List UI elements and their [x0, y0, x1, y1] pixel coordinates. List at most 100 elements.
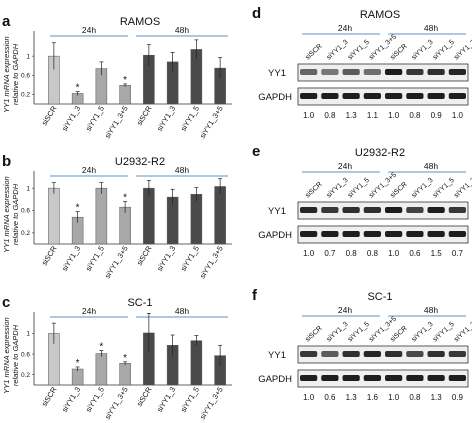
- quantification-value: 0.7: [452, 249, 464, 258]
- yy1-band: [385, 69, 403, 75]
- panel-title: RAMOS: [360, 9, 400, 21]
- row-label-gapdh: GAPDH: [258, 92, 292, 103]
- gapdh-band: [406, 231, 424, 237]
- panel-title: RAMOS: [120, 16, 160, 28]
- lane-label: siYY1_3+5: [453, 33, 472, 61]
- y-tick-label: 0.2: [21, 92, 30, 99]
- group-label: 24h: [82, 306, 96, 316]
- panel-title: U2932-R2: [355, 147, 405, 159]
- quantification-value: 1.3: [346, 111, 358, 120]
- row-label-yy1: YY1: [268, 350, 286, 361]
- quantification-value: 1.0: [303, 249, 315, 258]
- quantification-value: 1.0: [303, 393, 315, 402]
- category-label: siYY1_3+5: [103, 104, 130, 140]
- lane-label: siSCR: [389, 181, 408, 199]
- lane-label: siYY1_5: [347, 39, 371, 62]
- gapdh-band: [363, 93, 381, 99]
- significance-mark: *: [123, 193, 127, 204]
- y-tick-label: 0.2: [21, 230, 30, 237]
- category-label: siYY1_3: [60, 104, 82, 132]
- quantification-value: 0.8: [367, 249, 379, 258]
- yy1-band: [406, 351, 424, 357]
- category-label: siYY1_5: [179, 244, 201, 272]
- lane-label: siYY1_5: [347, 177, 371, 200]
- panel-label: a: [2, 13, 11, 30]
- category-label: siYY1_3+5: [198, 385, 225, 421]
- significance-mark: *: [76, 203, 80, 214]
- quantification-value: 1.5: [431, 249, 443, 258]
- quantification-value: 1.0: [452, 111, 464, 120]
- yy1-band: [448, 351, 466, 357]
- lane-label: siYY1_5: [432, 39, 456, 62]
- gapdh-band: [385, 375, 403, 381]
- significance-mark: *: [76, 358, 80, 369]
- panel-title: SC-1: [367, 291, 392, 303]
- y-axis-label: YY1 mRNA expressionrelative to GAPDH: [2, 176, 20, 252]
- yy1-band: [321, 207, 339, 213]
- yy1-band: [363, 207, 381, 213]
- yy1-band: [342, 69, 360, 75]
- quantification-value: 0.8: [346, 249, 358, 258]
- lane-label: siSCR: [304, 181, 323, 199]
- quantification-value: 0.9: [452, 393, 464, 402]
- category-label: siYY1_3: [60, 385, 82, 413]
- group-label: 48h: [424, 305, 438, 315]
- bar: [143, 187, 155, 245]
- bar: [95, 187, 108, 245]
- lane-label: siYY1_3: [411, 321, 435, 344]
- bar: [119, 363, 131, 386]
- y-axis-label: YY1 mRNA expressionrelative to GAPDH: [2, 317, 20, 393]
- gapdh-band: [321, 231, 339, 237]
- quantification-value: 1.3: [431, 393, 443, 402]
- yy1-band: [363, 69, 381, 75]
- quantification-value: 1.0: [388, 111, 400, 120]
- gapdh-band: [427, 231, 445, 237]
- panel-title: U2932-R2: [115, 156, 165, 168]
- yy1-band: [406, 69, 424, 75]
- gapdh-band: [342, 231, 360, 237]
- category-label: siYY1_3+5: [198, 244, 225, 280]
- category-label: siSCR: [40, 385, 59, 408]
- y-axis-label-line: relative to GAPDH: [11, 183, 20, 245]
- gapdh-band: [363, 375, 381, 381]
- category-label: siYY1_3: [155, 244, 177, 272]
- yy1-band: [385, 351, 403, 357]
- yy1-band: [342, 351, 360, 357]
- group-label: 24h: [82, 165, 96, 175]
- lane-label: siYY1_3: [326, 39, 350, 62]
- quantification-value: 1.6: [367, 393, 379, 402]
- significance-mark: *: [123, 75, 127, 86]
- category-label: siYY1_3: [155, 385, 177, 413]
- lane-label: siSCR: [389, 43, 408, 61]
- category-label: siYY1_5: [84, 104, 106, 132]
- row-label-yy1: YY1: [268, 206, 286, 217]
- y-axis-label-line: relative to GAPDH: [11, 324, 20, 386]
- group-label: 48h: [424, 161, 438, 171]
- category-label: siSCR: [135, 104, 154, 127]
- y-tick-label: 0.6: [21, 72, 30, 79]
- gapdh-membrane: [297, 87, 469, 106]
- panel-title: SC-1: [127, 297, 152, 309]
- panel-label: f: [252, 287, 258, 304]
- yy1-band: [342, 207, 360, 213]
- lane-label: siYY1_3: [411, 39, 435, 62]
- panel-label: e: [252, 143, 260, 160]
- group-label: 48h: [175, 165, 189, 175]
- bar: [190, 340, 203, 386]
- yy1-membrane: [297, 345, 469, 364]
- chart-panel-c: c SC-1 24h 48h 0.2 0.6 1 YY1 mRNA expressionrel…: [2, 294, 232, 421]
- panel-label: c: [2, 294, 10, 311]
- gapdh-band: [300, 93, 318, 99]
- yy1-band: [300, 207, 318, 213]
- yy1-band: [300, 351, 318, 357]
- y-tick-label: 0.6: [21, 351, 30, 358]
- category-label: siSCR: [40, 104, 59, 127]
- panel-label: d: [252, 5, 261, 22]
- y-axis-label-line: YY1 mRNA expression: [2, 176, 11, 252]
- y-axis-label-line: relative to GAPDH: [11, 43, 20, 105]
- gapdh-band: [342, 93, 360, 99]
